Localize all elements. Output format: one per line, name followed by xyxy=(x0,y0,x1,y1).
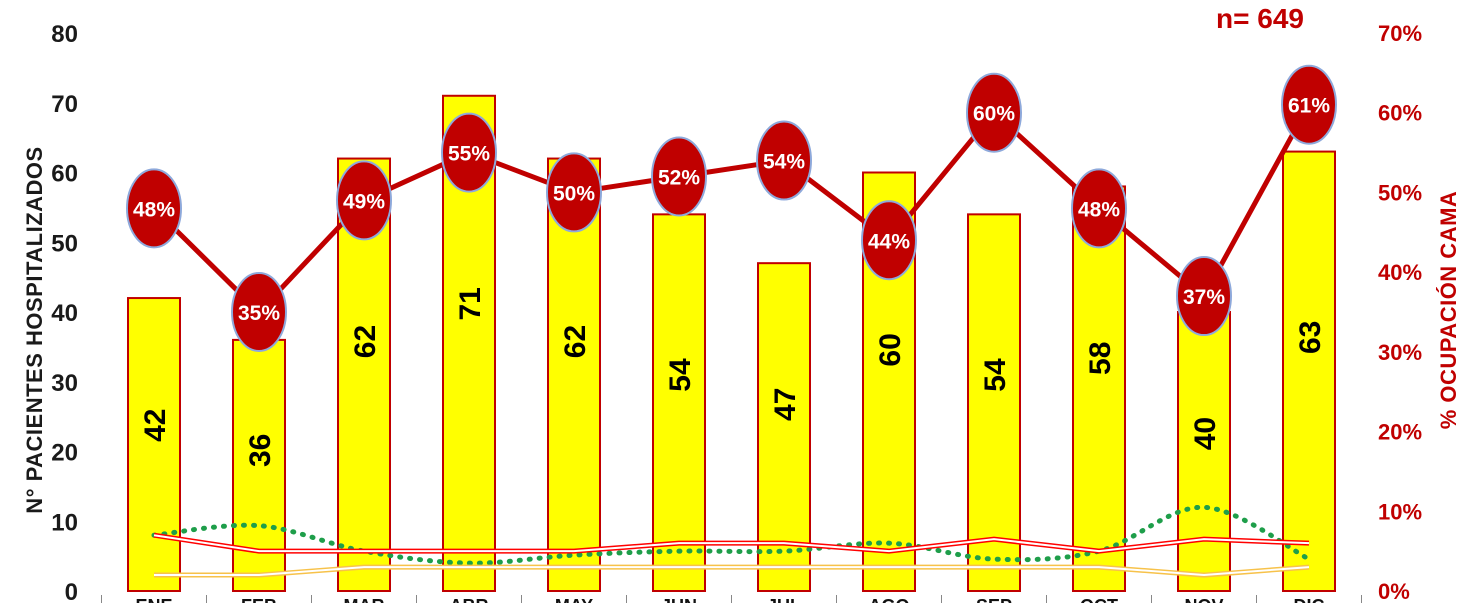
bar-value-label: 62 xyxy=(559,325,592,358)
x-tick-label: JUN xyxy=(661,596,697,603)
y2-tick-label: 50% xyxy=(1378,180,1422,205)
y-tick-label: 10 xyxy=(51,509,78,536)
y2-tick-label: 40% xyxy=(1378,260,1422,285)
bar-value-label: 62 xyxy=(349,325,382,358)
x-tick-label: FEB xyxy=(241,596,277,603)
x-tick-label: JUL xyxy=(767,596,801,603)
occupancy-marker xyxy=(756,120,812,201)
occupancy-marker xyxy=(126,168,182,249)
minor-series-double xyxy=(154,564,1310,578)
x-tick-label: OCT xyxy=(1080,596,1118,603)
x-tick-label: ABR xyxy=(450,596,489,603)
x-tick-label: SEP xyxy=(976,596,1012,603)
occupancy-value-label: 35% xyxy=(238,302,280,325)
bar xyxy=(967,213,1021,592)
y2-axis-title: % OCUPACIÓN CAMA xyxy=(1436,191,1461,430)
bar-value-label: 42 xyxy=(139,409,172,442)
y-axis-title: N° PACIENTES HOSPITALIZADOS xyxy=(22,146,47,513)
y2-tick-label: 30% xyxy=(1378,340,1422,365)
occupancy-value-label: 55% xyxy=(448,143,490,166)
occupancy-marker xyxy=(441,112,497,193)
occupancy-marker xyxy=(861,200,917,281)
bar-value-label: 36 xyxy=(244,434,277,467)
y-tick-label: 0 xyxy=(65,579,78,603)
minor-lines-layer xyxy=(151,504,1312,578)
bar xyxy=(757,262,811,592)
occupancy-value-label: 60% xyxy=(973,103,1015,126)
y2-tick-label: 10% xyxy=(1378,499,1422,524)
y2-tick-label: 20% xyxy=(1378,420,1422,445)
occupancy-value-label: 48% xyxy=(133,198,175,221)
y-tick-label: 70 xyxy=(51,91,78,118)
bar xyxy=(1282,150,1336,592)
bar xyxy=(1177,311,1231,592)
occupancy-value-label: 48% xyxy=(1078,198,1120,221)
y-tick-label: 60 xyxy=(51,161,78,188)
occupancy-layer: 48% 35% 49% 55% 50% 52% 54% 44% 60% 48% 37% 61% xyxy=(126,64,1337,352)
y-tick-label: 40 xyxy=(51,300,78,327)
x-tick-label: ENE xyxy=(135,596,172,603)
bars-layer: 42 36 62 71 62 54 47 60 54 58 40 63 xyxy=(127,94,1336,593)
occupancy-marker xyxy=(1281,64,1337,145)
minor-series-dotted xyxy=(151,504,1312,566)
bar xyxy=(1072,185,1126,592)
bar-value-label: 58 xyxy=(1084,342,1117,375)
bar-value-label: 47 xyxy=(769,388,802,421)
bar-value-label: 40 xyxy=(1189,417,1222,450)
occupancy-line xyxy=(152,103,1312,315)
occupancy-marker xyxy=(1176,256,1232,337)
x-tick-label: AGO xyxy=(868,596,909,603)
x-tick-label: MAY xyxy=(555,596,593,603)
occupancy-marker xyxy=(546,152,602,233)
y2-tick-label: 70% xyxy=(1378,21,1422,46)
bar xyxy=(127,297,181,592)
x-tick-label: NOV xyxy=(1184,596,1223,603)
minor-series-double-inner xyxy=(153,534,1310,553)
x-tick-label: MAR xyxy=(344,596,385,603)
occupancy-value-label: 52% xyxy=(658,166,700,189)
occupancy-value-label: 61% xyxy=(1288,95,1330,118)
occupancy-value-label: 37% xyxy=(1183,286,1225,309)
x-tick-label: DIC xyxy=(1294,596,1325,603)
occupancy-marker xyxy=(336,160,392,241)
bar-value-label: 60 xyxy=(874,333,907,366)
bar-value-label: 54 xyxy=(979,358,1012,392)
bar xyxy=(652,213,706,592)
minor-series-double-inner xyxy=(154,566,1310,577)
y2-tick-label: 0% xyxy=(1378,579,1410,603)
sample-size-annotation: n= 649 xyxy=(1216,3,1304,34)
occupancy-value-label: 49% xyxy=(343,190,385,213)
y-tick-label: 80 xyxy=(51,21,78,48)
bar-value-label: 71 xyxy=(454,287,487,320)
occupancy-value-label: 44% xyxy=(868,230,910,253)
occupancy-value-label: 54% xyxy=(763,151,805,174)
y-tick-label: 30 xyxy=(51,370,78,397)
occupancy-marker xyxy=(651,136,707,217)
occupancy-marker xyxy=(231,272,287,352)
y2-tick-label: 60% xyxy=(1378,101,1422,126)
bar-value-label: 54 xyxy=(664,358,697,392)
occupancy-value-label: 50% xyxy=(553,182,595,205)
y-tick-label: 20 xyxy=(51,440,78,467)
bar-value-label: 63 xyxy=(1294,321,1327,354)
y-tick-label: 50 xyxy=(51,230,78,257)
occupancy-marker xyxy=(966,72,1022,153)
occupancy-marker xyxy=(1071,168,1127,249)
